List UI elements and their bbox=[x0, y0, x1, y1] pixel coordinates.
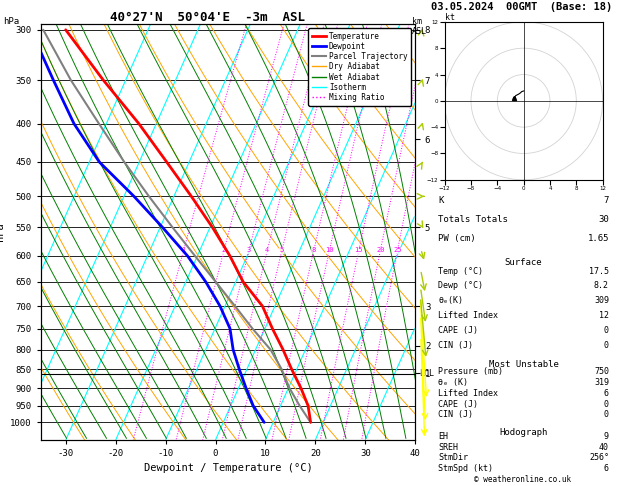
Text: 0: 0 bbox=[604, 399, 609, 409]
Text: 2: 2 bbox=[222, 247, 226, 253]
Text: 1: 1 bbox=[182, 247, 186, 253]
Text: 0: 0 bbox=[604, 341, 609, 349]
Text: 20: 20 bbox=[376, 247, 384, 253]
Text: CIN (J): CIN (J) bbox=[438, 411, 473, 419]
Text: K: K bbox=[438, 196, 443, 205]
Text: 12: 12 bbox=[599, 311, 609, 320]
Text: Most Unstable: Most Unstable bbox=[489, 361, 559, 369]
Text: LCL: LCL bbox=[419, 369, 434, 379]
Text: © weatheronline.co.uk: © weatheronline.co.uk bbox=[474, 474, 571, 484]
Text: θₑ (K): θₑ (K) bbox=[438, 378, 468, 387]
Text: 10: 10 bbox=[325, 247, 334, 253]
Text: 309: 309 bbox=[594, 296, 609, 305]
Text: 40°27'N  50°04'E  -3m  ASL: 40°27'N 50°04'E -3m ASL bbox=[110, 11, 305, 24]
Text: 25: 25 bbox=[393, 247, 402, 253]
Text: StmSpd (kt): StmSpd (kt) bbox=[438, 464, 493, 473]
Text: 30: 30 bbox=[598, 215, 609, 224]
Text: Surface: Surface bbox=[505, 258, 542, 267]
Text: 6: 6 bbox=[604, 389, 609, 398]
Legend: Temperature, Dewpoint, Parcel Trajectory, Dry Adiabat, Wet Adiabat, Isotherm, Mi: Temperature, Dewpoint, Parcel Trajectory… bbox=[308, 28, 411, 105]
Text: 03.05.2024  00GMT  (Base: 18): 03.05.2024 00GMT (Base: 18) bbox=[431, 2, 613, 13]
Text: CAPE (J): CAPE (J) bbox=[438, 399, 478, 409]
Text: StmDir: StmDir bbox=[438, 453, 468, 462]
Text: 17.5: 17.5 bbox=[589, 267, 609, 276]
Text: Dewp (°C): Dewp (°C) bbox=[438, 281, 483, 291]
Text: 7: 7 bbox=[604, 196, 609, 205]
Text: kt: kt bbox=[445, 13, 455, 22]
Text: Pressure (mb): Pressure (mb) bbox=[438, 367, 503, 376]
X-axis label: Dewpoint / Temperature (°C): Dewpoint / Temperature (°C) bbox=[143, 464, 313, 473]
Text: EH: EH bbox=[438, 432, 448, 441]
Text: θₑ(K): θₑ(K) bbox=[438, 296, 464, 305]
Text: km
ASL: km ASL bbox=[412, 17, 427, 36]
Text: CAPE (J): CAPE (J) bbox=[438, 326, 478, 335]
Text: CIN (J): CIN (J) bbox=[438, 341, 473, 349]
Text: 5: 5 bbox=[280, 247, 284, 253]
Text: Temp (°C): Temp (°C) bbox=[438, 267, 483, 276]
Text: 40: 40 bbox=[599, 443, 609, 451]
Text: 4: 4 bbox=[265, 247, 269, 253]
Text: PW (cm): PW (cm) bbox=[438, 234, 476, 243]
Text: 0: 0 bbox=[604, 411, 609, 419]
Y-axis label: hPa: hPa bbox=[0, 223, 5, 242]
Text: Totals Totals: Totals Totals bbox=[438, 215, 508, 224]
Text: 750: 750 bbox=[594, 367, 609, 376]
Text: 256°: 256° bbox=[589, 453, 609, 462]
Text: 6: 6 bbox=[604, 464, 609, 473]
Text: Lifted Index: Lifted Index bbox=[438, 311, 498, 320]
Text: 8: 8 bbox=[312, 247, 316, 253]
Text: 15: 15 bbox=[355, 247, 363, 253]
Text: Lifted Index: Lifted Index bbox=[438, 389, 498, 398]
Text: 1.65: 1.65 bbox=[587, 234, 609, 243]
Text: hPa: hPa bbox=[3, 17, 19, 26]
Text: 8.2: 8.2 bbox=[594, 281, 609, 291]
Text: 3: 3 bbox=[247, 247, 251, 253]
Text: 0: 0 bbox=[604, 326, 609, 335]
Text: SREH: SREH bbox=[438, 443, 459, 451]
Text: Hodograph: Hodograph bbox=[499, 428, 548, 437]
Text: 319: 319 bbox=[594, 378, 609, 387]
Text: 9: 9 bbox=[604, 432, 609, 441]
